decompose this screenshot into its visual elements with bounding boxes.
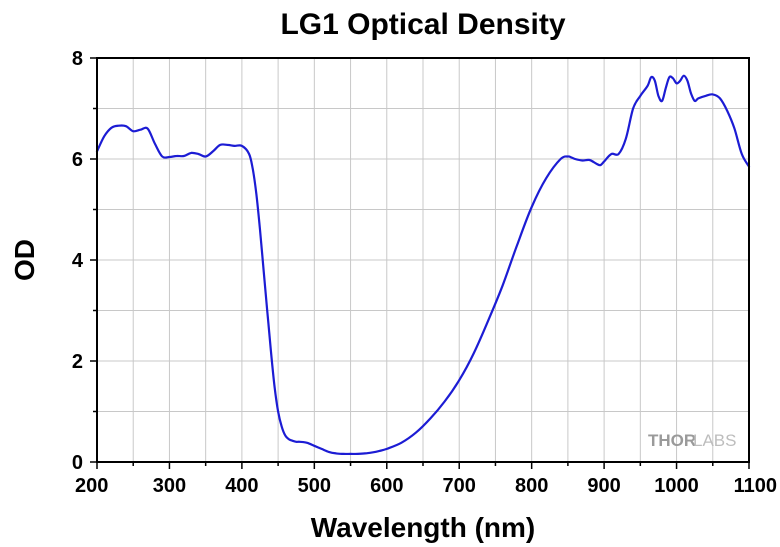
plot-area — [95, 74, 751, 456]
x-tick-label: 1000 — [654, 475, 699, 497]
x-tick-label: 700 — [443, 475, 476, 497]
x-tick-label: 900 — [587, 475, 620, 497]
plot-frame — [96, 57, 750, 463]
axis-ticks: 200 300 400 500 600 700 800 900 1000 1100 0 2 4 6 8 — [72, 48, 777, 497]
watermark-labs: LABS — [693, 431, 736, 450]
x-tick-label: 800 — [515, 475, 548, 497]
y-tick-label: 8 — [72, 48, 83, 70]
x-tick-label: 1100 — [734, 475, 777, 497]
y-tick-label: 0 — [72, 452, 83, 474]
x-tick-label: 600 — [370, 475, 403, 497]
series-line-od — [95, 74, 751, 456]
x-tick-label: 200 — [75, 475, 108, 497]
y-tick-label: 4 — [72, 250, 84, 272]
x-tick-label: 300 — [153, 475, 186, 497]
x-tick-label: 500 — [298, 475, 331, 497]
x-tick-label: 400 — [225, 475, 258, 497]
watermark-thor: THOR — [648, 431, 696, 450]
y-axis-label: OD — [9, 239, 40, 281]
grid — [97, 58, 749, 462]
y-tick-label: 2 — [72, 351, 83, 373]
thorlabs-watermark: THOR LABS — [648, 431, 736, 450]
x-axis-label: Wavelength (nm) — [311, 512, 536, 543]
y-tick-label: 6 — [72, 149, 83, 171]
chart-title: LG1 Optical Density — [280, 8, 565, 41]
